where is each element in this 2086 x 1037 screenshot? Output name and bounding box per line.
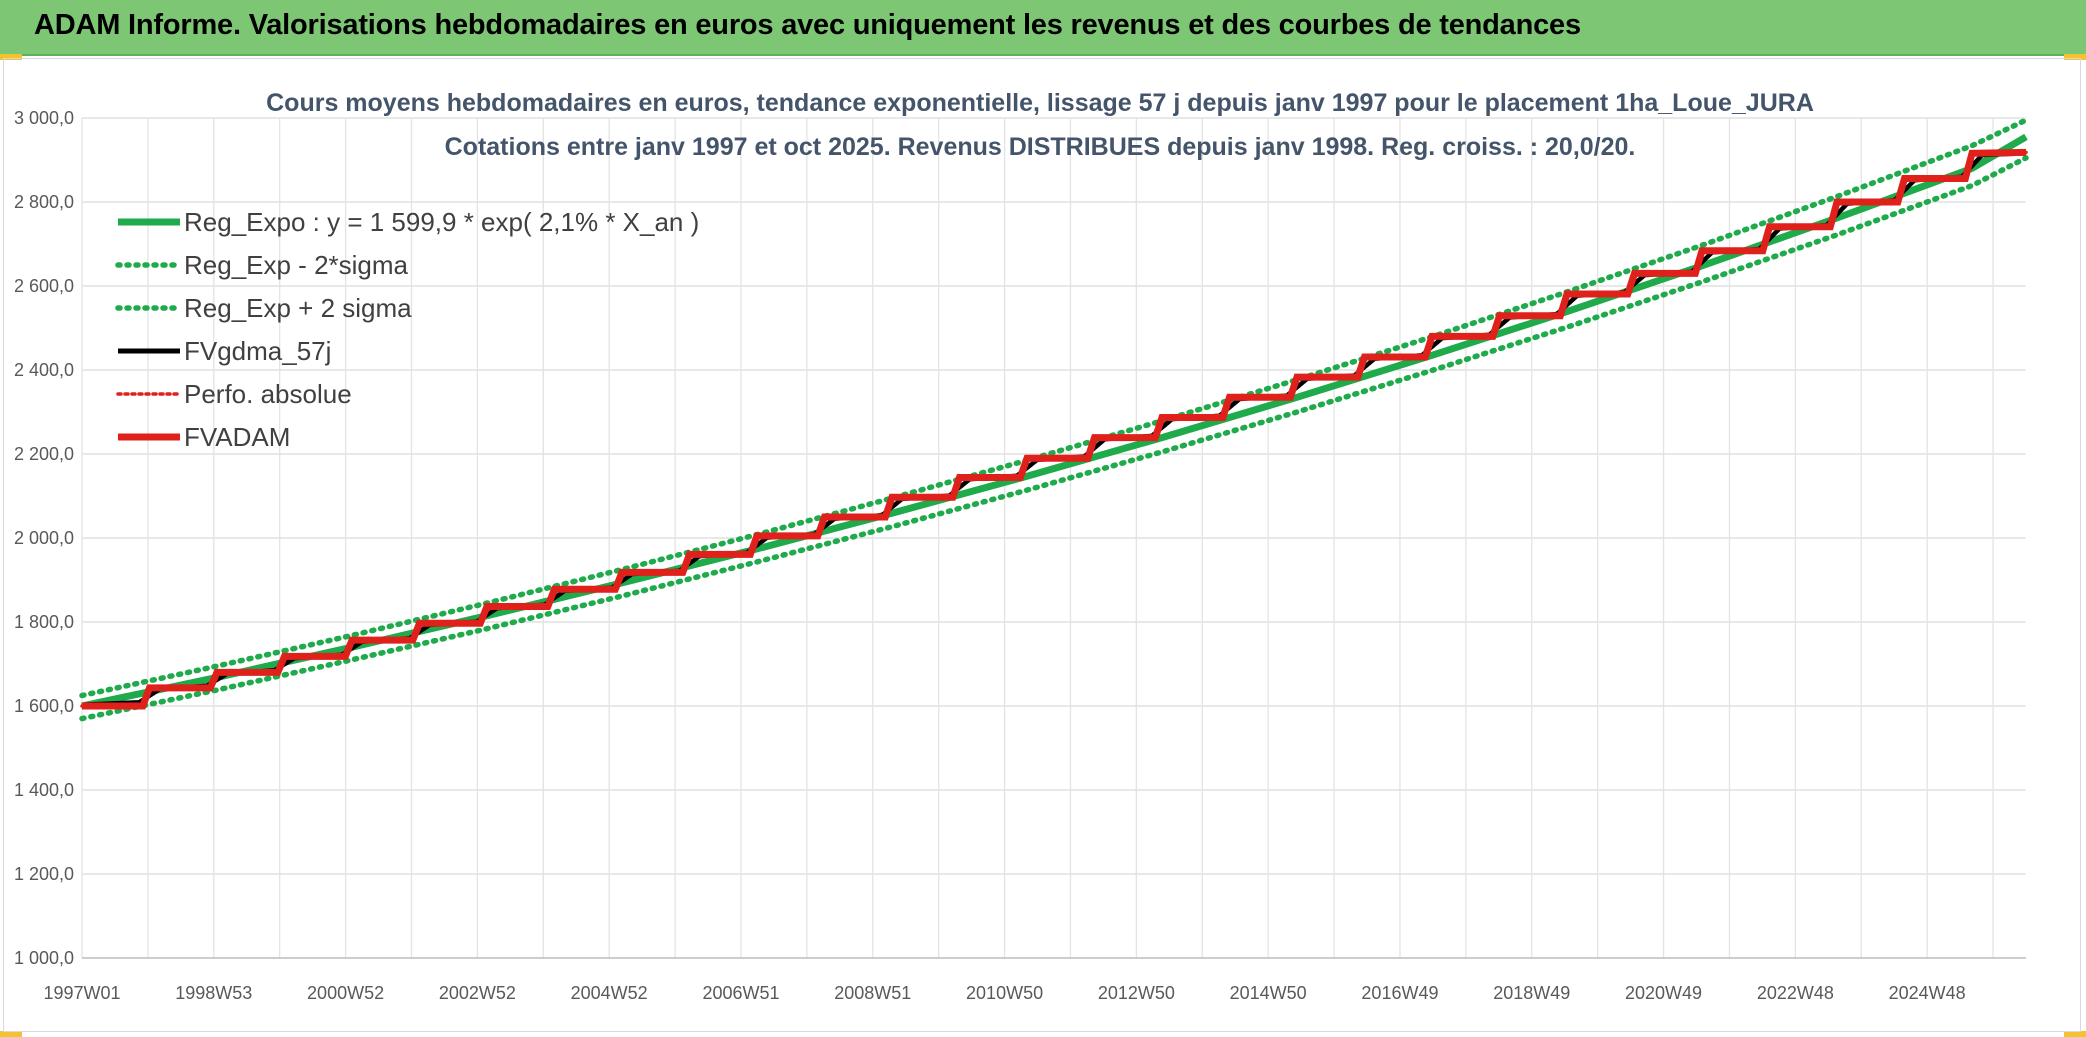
- series-line-1: [79, 155, 2029, 722]
- x-tick-label: 2012W50: [1098, 983, 1175, 1003]
- x-tick-label: 2006W51: [702, 983, 779, 1003]
- header-bar: ADAM Informe. Valorisations hebdomadaire…: [0, 0, 2086, 56]
- y-tick-label: 1 800,0: [14, 612, 74, 632]
- x-tick-label: 2020W49: [1625, 983, 1702, 1003]
- legend-label: FVADAM: [184, 422, 290, 452]
- x-tick-label: 1997W01: [43, 983, 120, 1003]
- chart-title: Cours moyens hebdomadaires en euros, ten…: [266, 89, 1814, 117]
- y-tick-label: 2 000,0: [14, 528, 74, 548]
- corner-mark: [2064, 54, 2086, 60]
- x-tick-label: 2022W48: [1757, 983, 1834, 1003]
- x-tick-label: 2024W48: [1889, 983, 1966, 1003]
- legend-label: Reg_Exp + 2 sigma: [184, 293, 412, 323]
- report-title: ADAM Informe. Valorisations hebdomadaire…: [34, 9, 1581, 41]
- axes: 1 000,0 1 200,0 1 400,0 1 600,0 1 800,0 2 000…: [14, 108, 2026, 1003]
- y-tick-label: 1 400,0: [14, 780, 74, 800]
- corner-mark: [2064, 1031, 2086, 1037]
- x-tick-label: 2018W49: [1493, 983, 1570, 1003]
- x-tick-label: 2016W49: [1361, 983, 1438, 1003]
- y-tick-label: 1 600,0: [14, 696, 74, 716]
- x-tick-label: 2008W51: [834, 983, 911, 1003]
- y-tick-label: 3 000,0: [14, 108, 74, 128]
- x-tick-label: 2002W52: [439, 983, 516, 1003]
- x-tick-label: 2000W52: [307, 983, 384, 1003]
- legend-label: Reg_Exp - 2*sigma: [184, 250, 409, 280]
- y-tick-label: 1 000,0: [14, 948, 74, 968]
- y-tick-label: 2 600,0: [14, 276, 74, 296]
- legend: Reg_Expo : y = 1 599,9 * exp( 2,1% * X_a…: [115, 207, 699, 452]
- series-lines: [79, 117, 2029, 722]
- corner-mark: [0, 1031, 22, 1037]
- x-tick-label: 2010W50: [966, 983, 1043, 1003]
- legend-label: Reg_Expo : y = 1 599,9 * exp( 2,1% * X_a…: [184, 207, 699, 237]
- y-tick-label: 2 400,0: [14, 360, 74, 380]
- y-tick-label: 2 200,0: [14, 444, 74, 464]
- gridlines: [81, 117, 2026, 959]
- legend-label: FVgdma_57j: [184, 336, 331, 366]
- x-tick-label: 1998W53: [175, 983, 252, 1003]
- corner-mark: [0, 54, 22, 60]
- y-tick-label: 2 800,0: [14, 192, 74, 212]
- chart-subtitle: Cotations entre janv 1997 et oct 2025. R…: [445, 133, 1636, 161]
- chart-frame: [3, 58, 2081, 1032]
- legend-label: Perfo. absolue: [184, 379, 352, 409]
- x-tick-label: 2004W52: [571, 983, 648, 1003]
- x-tick-label: 2014W50: [1230, 983, 1307, 1003]
- series-line-4: [80, 150, 2028, 708]
- y-tick-label: 1 200,0: [14, 864, 74, 884]
